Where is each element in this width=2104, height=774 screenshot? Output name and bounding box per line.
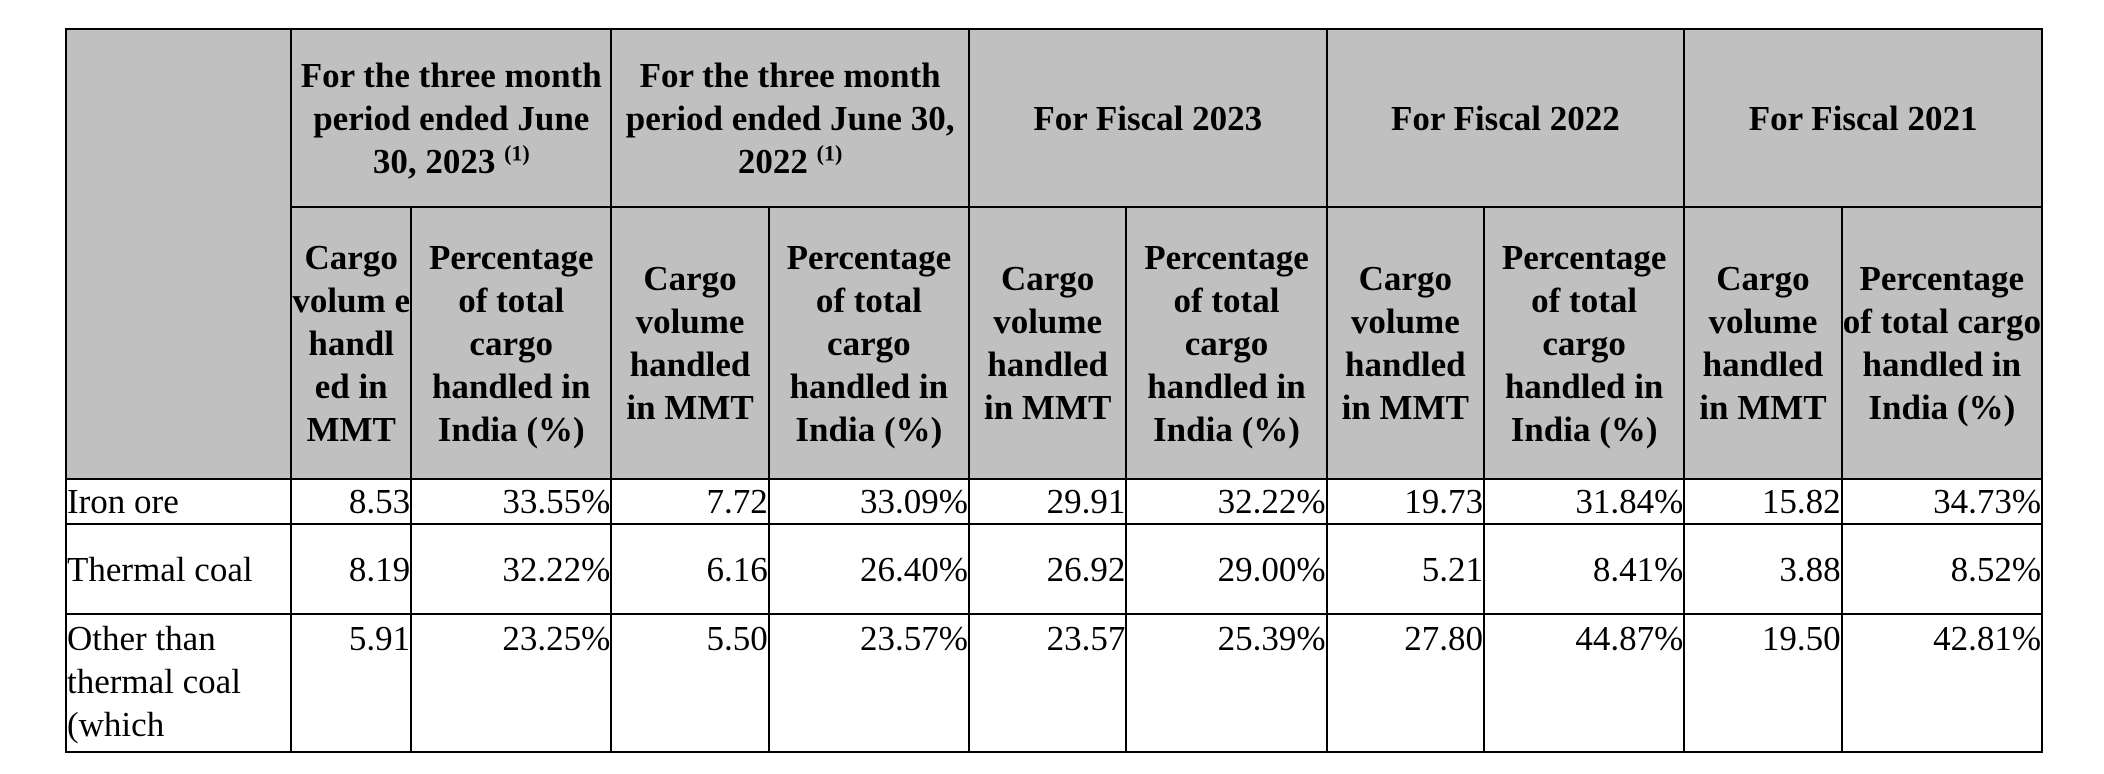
col-header-percent: Percentage of total cargo handled in Ind…: [1840, 206, 2044, 480]
table-row: Other than thermal coal (which 5.91 23.2…: [64, 613, 2044, 753]
header-row-groups: For the three month period ended June 30…: [64, 28, 2043, 480]
header-row-columns: Cargo volum e handl ed in MMT Percentage…: [66, 206, 2044, 480]
table-cell: 8.41%: [1483, 523, 1686, 615]
group-title: For the three month period ended June 30…: [300, 55, 602, 181]
row-label: Other than thermal coal (which: [64, 613, 293, 753]
table-row: Thermal coal 8.19 32.22% 6.16 26.40% 26.…: [64, 523, 2044, 615]
group-title: For Fiscal 2021: [1748, 98, 1978, 138]
table-cell: 6.16: [610, 523, 770, 615]
table-cell: 3.88: [1683, 523, 1843, 615]
table-cell: 23.25%: [410, 613, 613, 753]
cargo-table: For the three month period ended June 30…: [64, 28, 2044, 753]
col-header-percent: Percentage of total cargo handled in Ind…: [1483, 206, 1686, 480]
footnote-ref: (1): [816, 139, 843, 165]
table-cell: 33.55%: [410, 478, 613, 525]
table-cell: 8.53: [290, 478, 413, 525]
footnote-ref: (1): [504, 139, 530, 165]
table-cell: 44.87%: [1483, 613, 1686, 753]
cargo-table-container: For the three month period ended June 30…: [64, 28, 2044, 753]
group-header-q1-2022: For the three month period ended June 30…: [610, 28, 970, 208]
table-cell: 26.40%: [767, 523, 970, 615]
row-label: Iron ore: [64, 478, 293, 525]
table-cell: 19.73: [1325, 478, 1486, 525]
table-cell: 23.57%: [767, 613, 970, 753]
col-header-volume: Cargo volum e handl ed in MMT: [290, 206, 413, 480]
group-title: For Fiscal 2023: [1033, 98, 1263, 138]
table-cell: 19.50: [1683, 613, 1843, 753]
table-cell: 29.00%: [1125, 523, 1328, 615]
table-cell: 29.91: [967, 478, 1128, 525]
table-cell: 15.82: [1683, 478, 1843, 525]
table-cell: 32.22%: [1125, 478, 1328, 525]
group-title: For Fiscal 2022: [1391, 98, 1620, 138]
col-header-volume: Cargo volume handled in MMT: [1325, 206, 1486, 480]
corner-header-cell: [64, 28, 293, 480]
group-header-fiscal-2023: For Fiscal 2023: [967, 28, 1328, 208]
col-header-volume: Cargo volume handled in MMT: [967, 206, 1128, 480]
table-cell: 25.39%: [1125, 613, 1328, 753]
col-header-percent: Percentage of total cargo handled in Ind…: [1125, 206, 1328, 480]
col-header-volume: Cargo volume handled in MMT: [610, 206, 770, 480]
table-cell: 33.09%: [767, 478, 970, 525]
row-label: Thermal coal: [64, 523, 293, 615]
table-cell: 5.21: [1325, 523, 1486, 615]
table-cell: 23.57: [967, 613, 1128, 753]
col-header-percent: Percentage of total cargo handled in Ind…: [410, 206, 613, 480]
table-cell: 26.92: [967, 523, 1128, 615]
table-cell: 42.81%: [1840, 613, 2044, 753]
table-cell: 32.22%: [410, 523, 613, 615]
table-cell: 5.50: [610, 613, 770, 753]
group-header-fiscal-2022: For Fiscal 2022: [1325, 28, 1686, 208]
table-cell: 7.72: [610, 478, 770, 525]
table-cell: 34.73%: [1840, 478, 2044, 525]
table-cell: 8.52%: [1840, 523, 2044, 615]
col-header-volume: Cargo volume handled in MMT: [1683, 206, 1843, 480]
col-header-percent: Percentage of total cargo handled in Ind…: [767, 206, 970, 480]
table-cell: 5.91: [290, 613, 413, 753]
group-title: For the three month period ended June 30…: [625, 55, 955, 181]
group-header-fiscal-2021: For Fiscal 2021: [1683, 28, 2043, 208]
table-cell: 27.80: [1325, 613, 1486, 753]
table-row: Iron ore 8.53 33.55% 7.72 33.09% 29.91 3…: [64, 478, 2044, 525]
table-cell: 8.19: [290, 523, 413, 615]
table-cell: 31.84%: [1483, 478, 1686, 525]
group-header-q1-2023: For the three month period ended June 30…: [290, 28, 613, 208]
